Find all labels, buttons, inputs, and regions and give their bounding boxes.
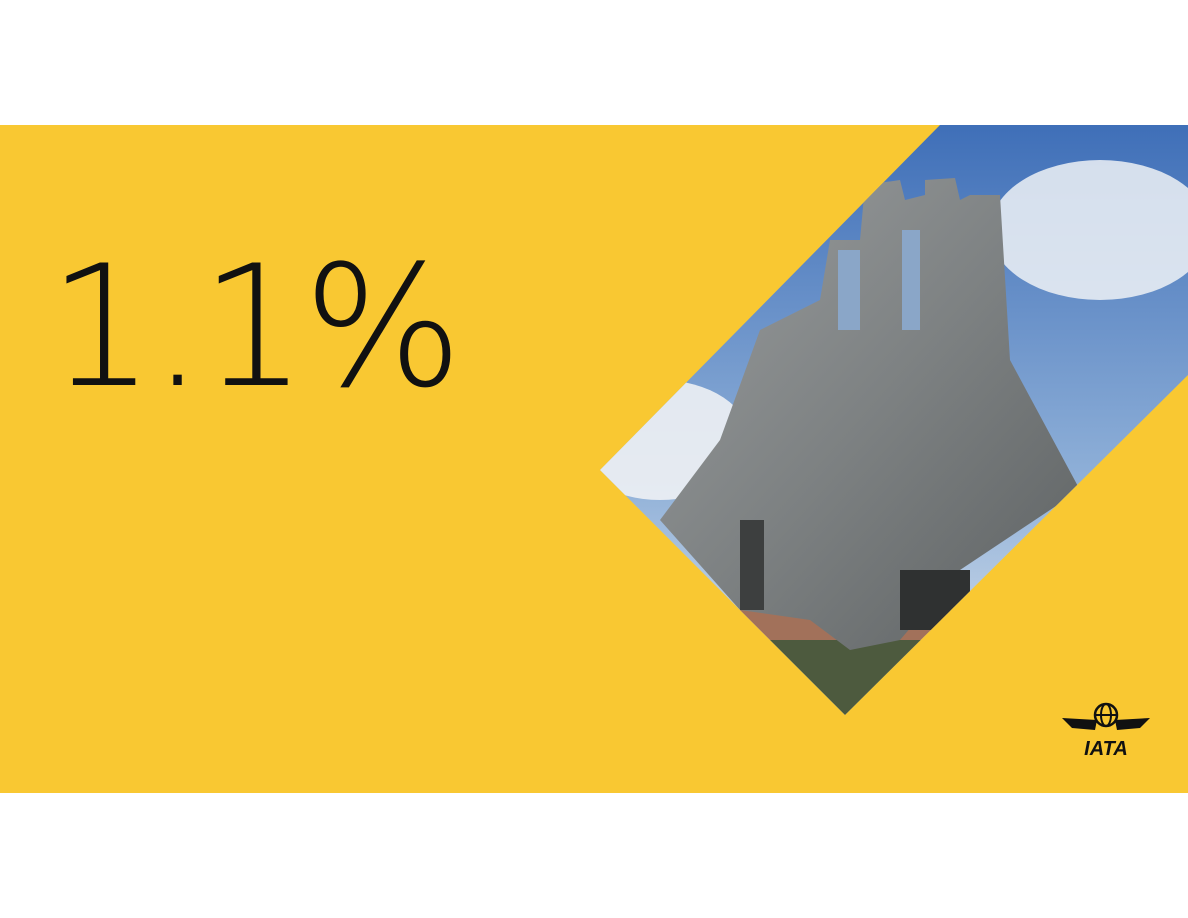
iata-logo: IATA — [1062, 702, 1150, 760]
logo-text: IATA — [1084, 738, 1128, 760]
headline: 1.1% — [48, 229, 459, 425]
